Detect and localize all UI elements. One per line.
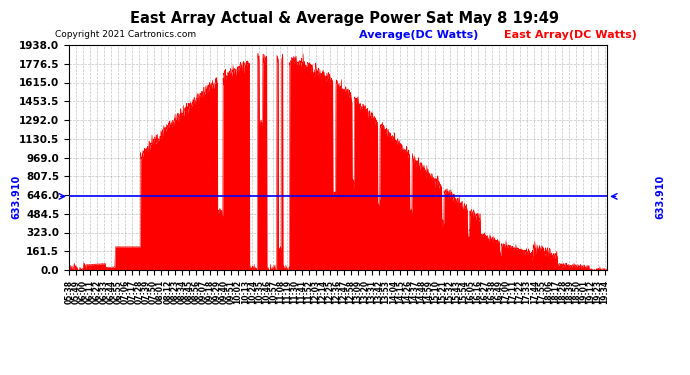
- Text: East Array Actual & Average Power Sat May 8 19:49: East Array Actual & Average Power Sat Ma…: [130, 11, 560, 26]
- Text: 633.910: 633.910: [11, 174, 21, 219]
- Text: Copyright 2021 Cartronics.com: Copyright 2021 Cartronics.com: [55, 30, 197, 39]
- Text: 633.910: 633.910: [655, 174, 665, 219]
- Text: Average(DC Watts): Average(DC Watts): [359, 30, 478, 40]
- Text: East Array(DC Watts): East Array(DC Watts): [504, 30, 637, 40]
